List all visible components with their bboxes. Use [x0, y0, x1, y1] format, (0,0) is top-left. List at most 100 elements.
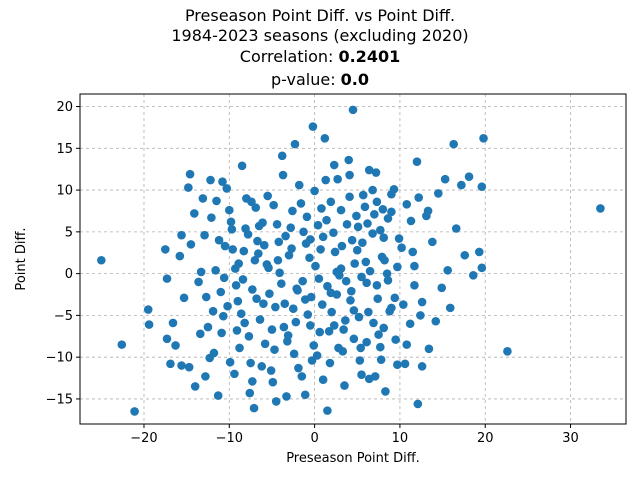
scatter-point — [346, 286, 356, 296]
scatter-point — [277, 151, 287, 161]
y-tick-label: −5 — [54, 309, 73, 324]
scatter-point — [413, 399, 423, 409]
scatter-point — [402, 199, 412, 209]
scatter-point — [397, 243, 406, 253]
data-points — [97, 105, 605, 416]
scatter-point — [393, 360, 402, 369]
scatter-point — [284, 250, 294, 260]
scatter-point — [406, 216, 416, 226]
scatter-point — [200, 230, 209, 240]
scatter-point — [347, 235, 357, 245]
scatter-point — [166, 359, 175, 369]
plot-frame — [79, 93, 627, 425]
scatter-point — [412, 157, 422, 166]
scatter-point — [227, 225, 237, 234]
scatter-point — [371, 168, 381, 177]
scatter-point — [457, 180, 466, 190]
x-tick-label: 0 — [310, 431, 318, 446]
scatter-point — [203, 322, 213, 332]
scatter-point — [262, 260, 272, 269]
scatter-point — [344, 155, 354, 165]
scatter-point — [216, 287, 226, 297]
scatter-point — [360, 202, 370, 212]
scatter-point — [143, 305, 153, 314]
scatter-point — [374, 330, 383, 339]
scatter-point — [460, 250, 470, 260]
scatter-point — [310, 186, 319, 196]
scatter-point — [296, 199, 306, 208]
scatter-point — [317, 300, 327, 309]
y-tick-label: 20 — [56, 100, 73, 115]
scatter-point — [288, 304, 298, 314]
scatter-point — [383, 276, 393, 285]
scatter-point — [195, 329, 205, 339]
scatter-point — [414, 193, 423, 202]
scatter-point — [474, 247, 484, 257]
y-tick-label: 0 — [65, 267, 73, 282]
scatter-point — [263, 191, 272, 201]
scatter-point — [410, 261, 419, 271]
scatter-point — [117, 340, 127, 349]
scatter-point — [238, 275, 248, 284]
scatter-point — [293, 286, 302, 295]
scatter-point — [274, 237, 284, 247]
scatter-point — [245, 388, 255, 398]
scatter-point — [313, 220, 323, 230]
scatter-point — [358, 238, 367, 248]
scatter-point — [230, 264, 240, 273]
scatter-point — [161, 245, 170, 254]
scatter-point — [314, 274, 324, 283]
scatter-point — [434, 189, 443, 198]
scatter-point — [423, 206, 433, 216]
scatter-point — [231, 281, 241, 290]
scatter-point — [376, 342, 385, 352]
scatter-point — [326, 197, 336, 207]
scatter-point — [372, 281, 382, 290]
scatter-point — [252, 294, 261, 303]
scatter-point — [294, 180, 304, 190]
scatter-point — [228, 245, 238, 254]
scatter-point — [259, 240, 269, 250]
scatter-point — [162, 334, 172, 344]
y-axis-ticks: −15 −10 −5 0 5 10 15 20 — [46, 100, 80, 407]
scatter-point — [332, 267, 342, 277]
correlation-value: 0.2401 — [338, 47, 401, 66]
scatter-point — [376, 225, 385, 235]
scatter-point — [177, 230, 186, 240]
scatter-point — [320, 133, 330, 143]
scatter-point — [130, 407, 139, 416]
scatter-point — [283, 331, 293, 340]
scatter-point — [368, 185, 377, 195]
scatter-point — [290, 139, 300, 149]
scatter-point — [350, 259, 360, 268]
scatter-point — [400, 359, 410, 369]
scatter-point — [321, 175, 331, 185]
scatter-point — [311, 261, 320, 271]
scatter-point — [333, 174, 342, 184]
scatter-point — [361, 257, 371, 267]
scatter-point — [162, 274, 172, 283]
scatter-point — [342, 220, 352, 229]
scatter-point — [431, 316, 441, 326]
scatter-point — [224, 205, 234, 215]
scatter-point — [255, 315, 265, 324]
scatter-point — [232, 326, 242, 335]
scatter-point — [326, 288, 336, 298]
scatter-point — [440, 174, 450, 184]
scatter-point — [281, 231, 290, 241]
scatter-point — [219, 311, 228, 321]
scatter-point — [387, 207, 396, 217]
scatter-point — [451, 224, 461, 233]
scatter-point — [428, 237, 437, 247]
scatter-point — [363, 219, 372, 228]
scatter-point — [354, 312, 364, 322]
scatter-point — [449, 139, 458, 149]
scatter-point — [280, 299, 290, 308]
scatter-point — [286, 223, 296, 232]
scatter-point — [177, 361, 186, 370]
scatter-point — [390, 293, 400, 303]
scatter-point — [369, 318, 378, 328]
scatter-point — [253, 236, 262, 246]
scatter-point — [477, 182, 487, 192]
